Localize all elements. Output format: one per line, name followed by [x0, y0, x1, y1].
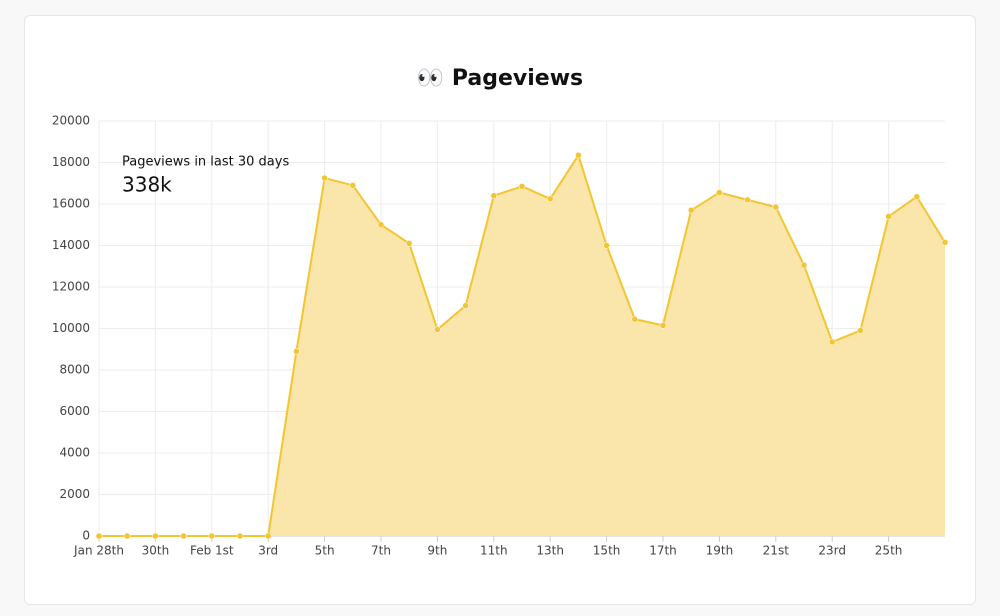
- area-fill: [99, 155, 945, 537]
- x-tick-label: 5th: [315, 544, 335, 558]
- point: [772, 203, 780, 211]
- point: [575, 151, 582, 159]
- point: [264, 532, 272, 540]
- point: [828, 338, 836, 346]
- point: [152, 532, 159, 540]
- annotation-value: 338k: [122, 173, 172, 197]
- point: [490, 192, 498, 199]
- x-tick-label: 9th: [427, 544, 447, 558]
- point: [800, 261, 808, 269]
- annotation-label: Pageviews in last 30 days: [122, 155, 289, 170]
- y-tick-label: 4000: [59, 446, 90, 460]
- point: [95, 532, 103, 540]
- point: [208, 532, 216, 540]
- x-tick-label: 3rd: [258, 544, 278, 558]
- point: [687, 206, 695, 214]
- point: [716, 189, 723, 196]
- point: [603, 242, 610, 249]
- point: [321, 174, 328, 182]
- point: [941, 239, 949, 246]
- y-tick-label: 6000: [59, 404, 90, 418]
- x-tick-label: Feb 1st: [190, 544, 234, 558]
- x-tick-label: 25th: [875, 544, 903, 558]
- x-tick-label: Jan 28th: [73, 544, 124, 558]
- point: [913, 193, 921, 200]
- x-tick-label: 7th: [371, 544, 391, 558]
- x-tick-label: 11th: [480, 544, 508, 558]
- x-tick-label: 15th: [593, 544, 621, 558]
- point: [659, 322, 667, 329]
- point: [462, 302, 469, 309]
- point: [180, 532, 187, 540]
- point: [546, 195, 554, 203]
- point: [293, 348, 300, 355]
- y-tick-label: 18000: [52, 155, 90, 169]
- point: [123, 532, 131, 540]
- point: [236, 532, 244, 540]
- chart-title: 👀 Pageviews: [417, 66, 583, 91]
- point: [377, 221, 385, 228]
- point: [405, 240, 413, 247]
- point: [744, 196, 751, 204]
- point: [349, 182, 357, 189]
- x-tick-label: 19th: [706, 544, 734, 558]
- y-tick-label: 8000: [59, 363, 90, 377]
- y-tick-label: 0: [82, 529, 90, 543]
- x-tick-label: 30th: [142, 544, 170, 558]
- y-tick-label: 10000: [52, 321, 90, 335]
- y-tick-label: 14000: [52, 238, 90, 252]
- point: [518, 183, 526, 190]
- point: [885, 213, 892, 220]
- x-tick-label: 13th: [536, 544, 564, 558]
- point: [857, 327, 864, 334]
- x-tick-label: 17th: [649, 544, 677, 558]
- y-tick-label: 2000: [59, 487, 90, 501]
- x-tick-label: 23rd: [818, 544, 846, 558]
- point: [631, 315, 639, 323]
- x-tick-label: 21st: [763, 544, 790, 558]
- y-tick-label: 12000: [52, 280, 90, 294]
- y-tick-label: 16000: [52, 197, 90, 211]
- y-tick-label: 20000: [52, 114, 90, 128]
- point: [434, 326, 441, 333]
